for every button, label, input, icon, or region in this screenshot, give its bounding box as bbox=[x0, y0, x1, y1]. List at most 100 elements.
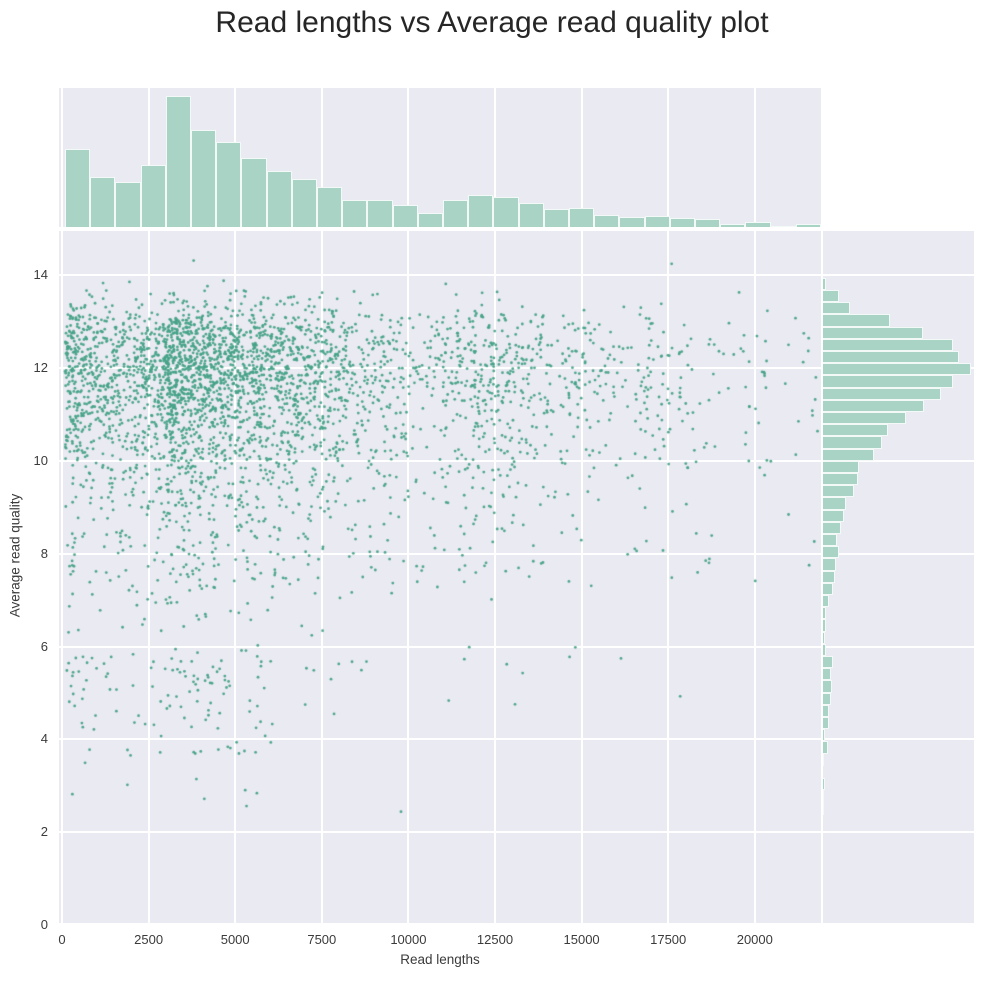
top-hist-bar bbox=[266, 171, 292, 227]
right-hist-bar bbox=[823, 363, 971, 376]
top-hist-bar bbox=[644, 215, 670, 227]
right-hist-bar bbox=[823, 570, 836, 583]
top-hist-bar bbox=[65, 148, 91, 227]
gridline-horizontal bbox=[823, 831, 974, 834]
x-tick-label: 2500 bbox=[134, 932, 164, 947]
top-hist-bar bbox=[342, 199, 368, 227]
right-hist-bar bbox=[823, 338, 953, 351]
right-hist-bar bbox=[823, 619, 827, 632]
x-tick-label: 15000 bbox=[563, 932, 600, 947]
y-tick-label: 4 bbox=[40, 731, 48, 747]
top-hist-bar bbox=[317, 187, 343, 227]
gridline-vertical bbox=[407, 88, 410, 227]
y-tick-label: 6 bbox=[40, 638, 48, 654]
top-hist-bar bbox=[417, 212, 443, 227]
top-hist-bar bbox=[518, 202, 544, 227]
right-hist-bar bbox=[823, 753, 825, 766]
right-hist-bar bbox=[823, 680, 833, 693]
scatter-panel bbox=[59, 231, 821, 923]
x-tick-label: 0 bbox=[58, 932, 66, 947]
right-hist-bar bbox=[823, 436, 883, 449]
right-hist-bar bbox=[823, 387, 942, 400]
gridline-vertical bbox=[753, 88, 756, 227]
top-hist-bar bbox=[543, 208, 569, 227]
right-hist-bar bbox=[823, 668, 832, 681]
y-tick-label: 2 bbox=[40, 824, 48, 840]
right-hist-bar bbox=[823, 790, 825, 803]
right-hist-bar bbox=[823, 717, 830, 730]
x-tick-label: 20000 bbox=[736, 932, 773, 947]
right-hist-bar bbox=[823, 424, 889, 437]
right-hist-bar bbox=[823, 558, 837, 571]
right-hist-bar bbox=[823, 448, 875, 461]
top-hist-bar bbox=[241, 157, 267, 227]
right-hist-bar bbox=[823, 692, 832, 705]
top-hist-bar bbox=[367, 199, 393, 227]
gridline-horizontal bbox=[823, 552, 974, 555]
right-hist-bar bbox=[823, 631, 826, 644]
right-hist-bar bbox=[823, 595, 830, 608]
top-hist-bar bbox=[695, 218, 721, 227]
y-tick-label: 10 bbox=[33, 453, 48, 468]
right-hist-bar bbox=[823, 277, 827, 290]
right-hist-bar bbox=[823, 485, 854, 498]
top-hist-bar bbox=[392, 204, 418, 227]
y-axis-title: Average read quality bbox=[7, 493, 23, 618]
top-hist-bar bbox=[115, 182, 141, 227]
right-hist-bar bbox=[823, 741, 829, 754]
right-hist-bar bbox=[823, 289, 840, 303]
x-tick-label: 10000 bbox=[390, 932, 427, 947]
right-hist-bar bbox=[823, 375, 953, 388]
right-hist-bar bbox=[823, 314, 891, 327]
x-tick-label: 17500 bbox=[650, 932, 687, 947]
gridline-vertical bbox=[320, 88, 323, 227]
top-hist-bar bbox=[90, 177, 116, 227]
scatter-points-canvas bbox=[59, 231, 821, 923]
y-tick-label: 0 bbox=[40, 917, 48, 932]
x-axis-title: Read lengths bbox=[400, 952, 480, 967]
y-tick-label: 12 bbox=[33, 360, 48, 376]
right-hist-bar bbox=[823, 497, 847, 510]
right-hist-bar bbox=[823, 607, 827, 620]
right-marginal-histogram-panel bbox=[823, 231, 974, 923]
right-hist-bar bbox=[823, 802, 825, 815]
y-tick-label: 8 bbox=[40, 545, 48, 561]
top-hist-bar bbox=[493, 196, 519, 227]
right-hist-bar bbox=[823, 521, 842, 534]
gridline-vertical bbox=[61, 88, 63, 227]
top-hist-bar bbox=[795, 223, 821, 227]
gridline-horizontal bbox=[823, 738, 974, 741]
right-hist-bar bbox=[823, 533, 838, 547]
gridline-horizontal bbox=[823, 274, 974, 277]
right-hist-bar bbox=[823, 704, 830, 718]
top-hist-bar bbox=[720, 223, 746, 227]
x-tick-label: 12500 bbox=[476, 932, 514, 947]
gridline-vertical bbox=[494, 88, 496, 227]
top-hist-bar bbox=[191, 129, 217, 227]
right-hist-bar bbox=[823, 778, 826, 791]
top-hist-bar bbox=[165, 96, 191, 227]
gridline-horizontal bbox=[823, 460, 974, 462]
gridline-vertical bbox=[667, 88, 670, 227]
right-hist-bar bbox=[823, 656, 834, 669]
top-hist-bar bbox=[216, 141, 242, 227]
right-hist-bar bbox=[823, 350, 959, 364]
right-hist-bar bbox=[823, 643, 827, 657]
top-hist-bar bbox=[443, 199, 469, 227]
top-marginal-histogram-panel bbox=[59, 88, 821, 227]
right-hist-bar bbox=[823, 546, 840, 559]
gridline-vertical bbox=[147, 88, 150, 227]
right-hist-bar bbox=[823, 326, 924, 339]
top-hist-bar bbox=[140, 165, 166, 227]
top-hist-bar bbox=[745, 221, 771, 227]
x-tick-label: 7500 bbox=[307, 932, 337, 947]
top-hist-bar bbox=[619, 216, 645, 227]
right-hist-bar bbox=[823, 399, 925, 412]
top-hist-bar bbox=[594, 214, 620, 227]
right-hist-bar bbox=[823, 582, 834, 595]
gridline-vertical bbox=[580, 88, 583, 227]
right-hist-bar bbox=[823, 302, 850, 315]
top-hist-bar bbox=[468, 194, 494, 227]
right-hist-bar bbox=[823, 460, 859, 473]
